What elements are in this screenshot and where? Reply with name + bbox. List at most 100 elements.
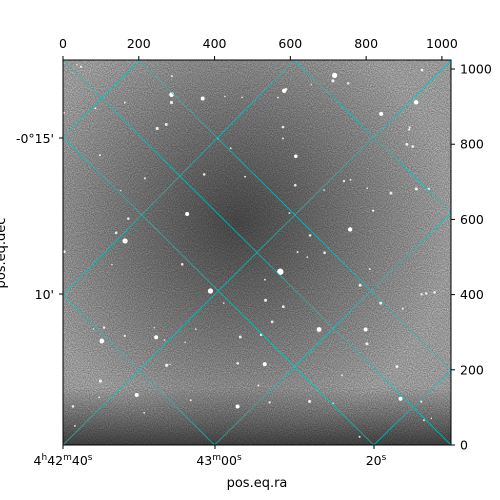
right-tick-label: 800: [460, 137, 484, 152]
y-axis-title: pos.eq.dec: [0, 218, 9, 289]
star: [346, 82, 350, 85]
star: [98, 396, 101, 399]
star: [123, 101, 126, 104]
star: [420, 68, 424, 72]
star: [316, 327, 322, 332]
star: [244, 175, 247, 178]
grid-line: [63, 60, 451, 445]
star: [401, 307, 404, 310]
top-axis: 0 200 400 600 800 1000: [59, 36, 458, 60]
star: [347, 227, 353, 232]
star-field: [63, 63, 436, 438]
star: [308, 234, 312, 237]
star: [134, 392, 139, 397]
grid-line: [138, 60, 451, 371]
top-tick-label: 800: [354, 36, 378, 51]
sky-image: [63, 60, 451, 445]
star: [76, 63, 78, 66]
star: [73, 425, 76, 427]
star: [264, 278, 266, 281]
star: [358, 435, 361, 438]
ra-tick-label: 20s: [366, 453, 387, 468]
grid-line: [63, 60, 295, 295]
grid-line: [63, 136, 374, 445]
star: [366, 187, 368, 190]
star: [430, 417, 433, 420]
star: [169, 363, 171, 366]
left-axis: [59, 137, 63, 295]
star: [207, 288, 214, 294]
star: [163, 339, 166, 341]
star: [268, 401, 271, 404]
star: [308, 399, 312, 403]
star: [277, 96, 279, 99]
coordinate-grid: [63, 60, 451, 445]
star: [143, 411, 146, 414]
star: [154, 335, 159, 340]
star: [99, 338, 105, 344]
grid-line: [63, 60, 140, 137]
star: [164, 122, 168, 126]
star: [411, 145, 415, 148]
star: [114, 231, 118, 235]
star: [102, 326, 106, 329]
star: [371, 209, 375, 212]
star: [395, 365, 399, 369]
star: [365, 342, 369, 346]
star: [262, 362, 267, 367]
star: [413, 100, 419, 105]
star: [425, 292, 428, 295]
star: [194, 328, 197, 330]
star: [398, 396, 403, 401]
top-tick-label: 400: [203, 36, 227, 51]
star: [281, 305, 285, 309]
grid-line: [373, 369, 451, 445]
star: [306, 256, 309, 259]
star: [341, 374, 343, 376]
x-axis-title: pos.eq.ra: [227, 476, 288, 491]
star: [433, 291, 436, 294]
right-tick-label: 200: [460, 362, 484, 377]
dec-tick-label: -0°15': [16, 131, 54, 146]
star: [408, 126, 411, 129]
star: [222, 302, 225, 304]
right-tick-label: 1000: [460, 62, 492, 77]
grid-line: [293, 60, 451, 213]
star: [235, 404, 240, 409]
star: [277, 268, 284, 275]
star: [98, 154, 101, 157]
star: [202, 173, 206, 176]
star: [111, 263, 113, 266]
star: [310, 84, 312, 86]
star: [420, 293, 423, 296]
star: [123, 334, 126, 338]
star: [379, 301, 383, 305]
star: [143, 177, 146, 180]
right-tick-label: 0: [460, 438, 468, 453]
star: [405, 142, 409, 146]
star: [294, 154, 298, 159]
star: [358, 283, 362, 287]
top-tick-label: 1000: [426, 36, 458, 51]
star: [169, 100, 174, 105]
star: [224, 95, 226, 98]
star: [153, 327, 155, 329]
star: [422, 419, 425, 422]
star: [180, 262, 184, 266]
star: [323, 189, 325, 191]
top-tick-label: 0: [59, 36, 67, 51]
star: [200, 96, 205, 101]
star: [296, 250, 299, 254]
right-tick-label: 600: [460, 212, 484, 227]
star: [389, 191, 393, 195]
star: [414, 187, 418, 191]
star: [120, 189, 122, 192]
star: [293, 183, 297, 187]
star: [349, 178, 352, 181]
top-tick-label: 200: [127, 36, 151, 51]
star: [185, 212, 190, 216]
star: [368, 268, 371, 271]
right-axis: 0 200 400 600 800 1000: [451, 62, 492, 453]
star: [332, 72, 338, 78]
